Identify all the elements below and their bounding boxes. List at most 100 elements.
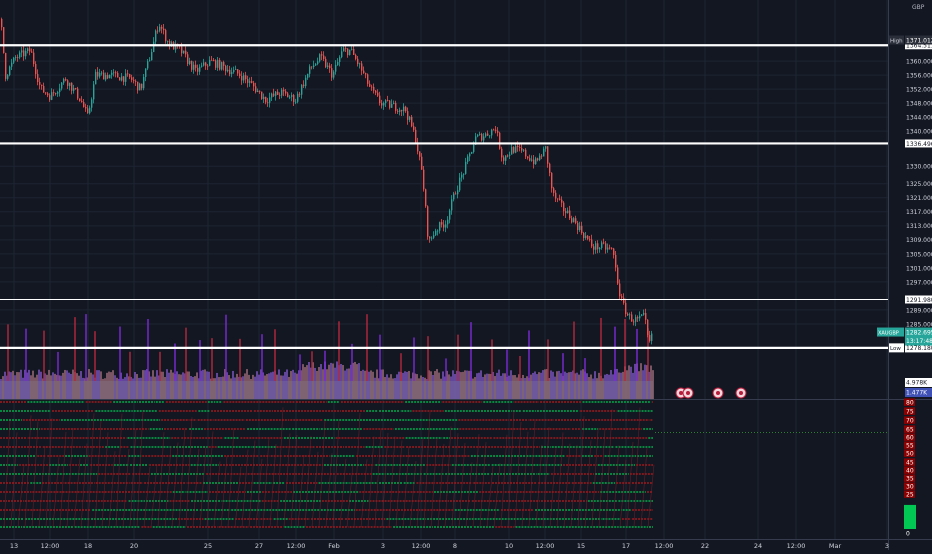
volume-bar xyxy=(490,374,492,399)
horizontal-levels[interactable] xyxy=(0,44,888,349)
volume-bar xyxy=(346,368,348,399)
time-tick-label: 13 xyxy=(10,542,18,550)
candle-body xyxy=(521,148,523,151)
volume-bar xyxy=(100,371,102,399)
volume-bar xyxy=(362,369,364,399)
volume-bar xyxy=(66,370,68,399)
volume-bar xyxy=(424,377,426,399)
candle-body xyxy=(401,109,403,112)
oscillator-diagonal xyxy=(339,458,347,528)
volume-bar xyxy=(94,377,96,399)
candle-body xyxy=(491,129,493,136)
volume-bar xyxy=(340,363,342,399)
candle-body xyxy=(537,158,539,161)
volume-bar xyxy=(432,374,434,399)
volume-bar xyxy=(270,372,272,399)
volume-bar xyxy=(578,374,580,399)
volume-bar xyxy=(412,372,414,399)
time-tick-label: 22 xyxy=(701,542,709,550)
candle-body xyxy=(527,156,529,159)
volume-bar xyxy=(556,371,558,399)
volume-bar xyxy=(204,369,206,399)
candle-body xyxy=(259,90,261,92)
oscillator-tick-label: 0 xyxy=(906,530,910,537)
oscillator-tick-bg xyxy=(904,482,915,490)
volume-bar xyxy=(400,371,402,399)
candle-body xyxy=(175,43,177,50)
volume-bar xyxy=(348,368,350,399)
candle-body xyxy=(201,65,203,67)
candle-body xyxy=(637,317,639,319)
candle-body xyxy=(395,102,397,111)
candle-body xyxy=(45,92,47,94)
volume-bar xyxy=(0,378,2,399)
oscillator-diagonal xyxy=(276,407,284,528)
candle-body xyxy=(523,149,525,151)
candle-body xyxy=(651,333,653,341)
candle-body xyxy=(185,50,187,55)
candle-body xyxy=(349,49,351,55)
volume-bar xyxy=(380,369,382,399)
candle-body xyxy=(593,246,595,250)
event-markers[interactable] xyxy=(675,387,747,399)
candle-body xyxy=(603,242,605,244)
candle-body xyxy=(643,313,645,315)
volume-bar xyxy=(42,378,44,399)
oscillator-diagonal xyxy=(206,431,214,528)
candle-body xyxy=(535,158,537,165)
volume-bar xyxy=(386,374,388,399)
candle-body xyxy=(417,142,419,152)
volume-bar xyxy=(426,378,428,399)
candle-body xyxy=(263,96,265,99)
candle-body xyxy=(79,98,81,101)
volume-bar xyxy=(624,366,626,399)
volume-bar xyxy=(124,377,126,399)
volume-bar xyxy=(50,375,52,399)
oscillator-diagonal xyxy=(423,411,431,528)
volume-bar xyxy=(368,371,370,399)
candle-body xyxy=(529,158,531,161)
volume-bar xyxy=(52,372,54,399)
candle-body xyxy=(443,224,445,228)
candle-body xyxy=(447,219,449,225)
volume-bar xyxy=(186,371,188,399)
candle-body xyxy=(369,83,371,87)
candle-body xyxy=(317,61,319,64)
candle-body xyxy=(103,72,105,80)
volume-bar xyxy=(542,370,544,399)
volume-bar xyxy=(8,371,10,399)
candle-body xyxy=(361,63,363,71)
volume-bar xyxy=(260,369,262,399)
candle-body xyxy=(137,81,139,91)
volume-bar xyxy=(20,369,22,399)
candle-body xyxy=(615,254,617,268)
candle-body xyxy=(85,107,87,109)
candle-body xyxy=(203,62,205,66)
candle-body xyxy=(453,193,455,200)
volume-bar xyxy=(246,369,248,399)
volume-bar xyxy=(370,370,372,399)
candle-body xyxy=(575,218,577,223)
candle-body xyxy=(583,232,585,238)
volume-bar xyxy=(456,370,458,399)
candle-body xyxy=(9,66,11,76)
volume-bar xyxy=(24,369,26,399)
candle-body xyxy=(91,99,93,108)
volume-bar xyxy=(372,371,374,399)
time-axis[interactable]: 13 12:00 18 20 25 27 12:00 Feb 3 12:00 8 10 12:00 15 1… xyxy=(10,542,889,550)
candle-body xyxy=(625,302,627,314)
volume-bar xyxy=(602,378,604,399)
volume-bar xyxy=(18,372,20,399)
volume-bar xyxy=(574,373,576,399)
volume-bar xyxy=(454,374,456,399)
volume-bar xyxy=(178,374,180,399)
volume-bar xyxy=(298,370,300,399)
volume-bar xyxy=(504,373,506,399)
candle-body xyxy=(25,50,27,57)
candle-body xyxy=(131,77,133,80)
candle-body xyxy=(313,65,315,68)
candle-body xyxy=(243,75,245,81)
oscillator-diagonal xyxy=(381,432,389,528)
